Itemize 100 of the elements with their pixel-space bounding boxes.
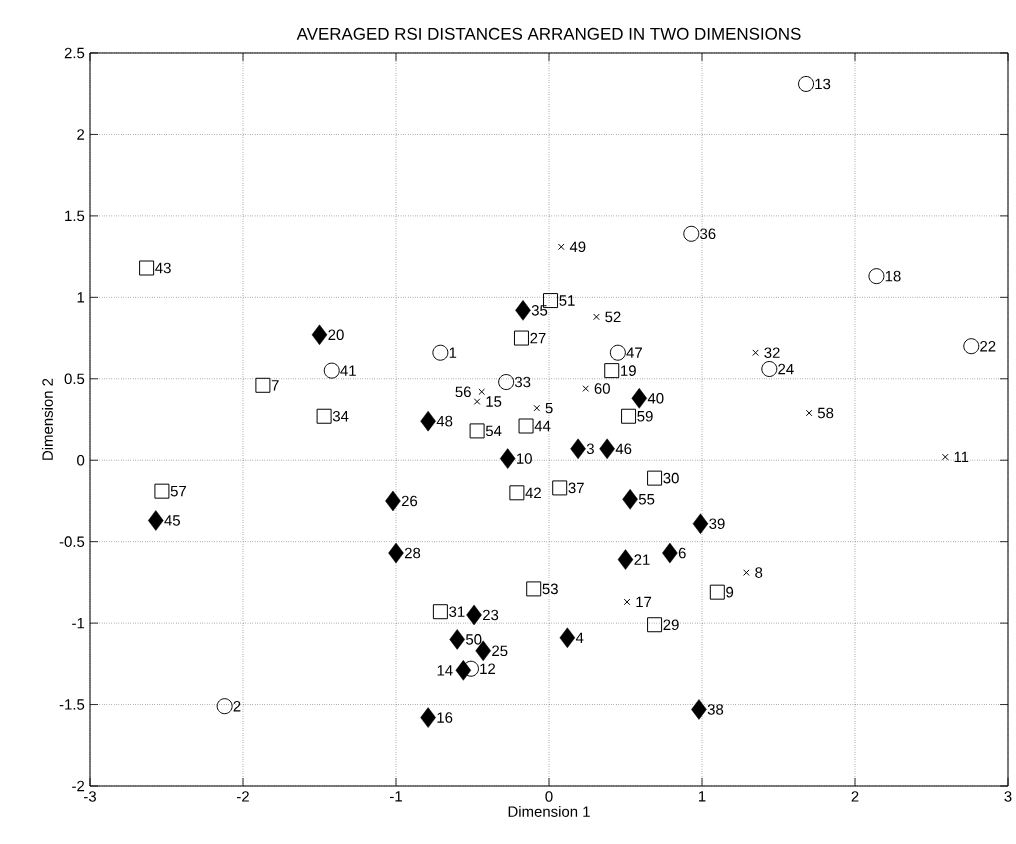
annotation: 35 [531, 305, 548, 316]
point [599, 438, 615, 460]
y-tick-label: -1.5 [59, 699, 85, 710]
y-tick-label: -2 [72, 780, 85, 792]
annotation: 38 [707, 704, 724, 715]
annotation: 13 [815, 78, 831, 90]
point [631, 388, 648, 409]
annotation: 14 [437, 665, 453, 676]
point [432, 344, 449, 361]
annotation: 23 [482, 609, 499, 621]
y-tick-label: 2 [77, 129, 85, 140]
annotation: 43 [155, 262, 171, 274]
point [691, 699, 707, 720]
point [432, 604, 448, 620]
point [311, 324, 328, 346]
point [449, 629, 465, 650]
x-axis-title: Dimension 1 [508, 805, 590, 817]
point [323, 362, 340, 379]
annotation: 45 [164, 515, 180, 526]
annotation: 21 [634, 554, 650, 565]
annotation: 28 [404, 547, 421, 559]
point [466, 604, 482, 626]
point [455, 660, 472, 681]
point [388, 542, 404, 564]
point [216, 698, 233, 715]
point [518, 418, 534, 434]
annotation: 7 [271, 380, 279, 391]
point [963, 338, 980, 355]
annotation: 58 [817, 407, 834, 419]
point [868, 268, 885, 285]
annotation: 3 [586, 443, 594, 455]
point [709, 584, 725, 600]
annotation: 30 [663, 472, 679, 484]
point [662, 542, 678, 564]
point [761, 361, 778, 377]
point [604, 363, 620, 379]
annotation: 6 [678, 547, 686, 559]
x-tick-label: 0 [545, 791, 553, 802]
annotation: 42 [525, 487, 541, 499]
x-tick-label: -1 [390, 791, 402, 802]
annotation: 56 [455, 386, 471, 398]
point [647, 470, 663, 486]
annotation: 40 [647, 393, 664, 404]
point [559, 627, 576, 649]
annotation: 41 [340, 365, 356, 376]
annotation: 9 [726, 586, 734, 598]
annotation: 8 [755, 567, 763, 578]
annotation: 59 [637, 410, 653, 422]
annotation: 17 [636, 596, 652, 608]
annotation: 12 [480, 663, 496, 674]
point [513, 330, 529, 346]
annotation: 48 [436, 415, 453, 427]
point [154, 483, 170, 499]
point [941, 453, 949, 461]
annotation: 34 [332, 410, 349, 422]
point [557, 243, 565, 251]
point [798, 75, 815, 92]
annotation: 15 [486, 396, 502, 407]
annotation: 10 [517, 453, 532, 464]
point [509, 485, 525, 501]
point [805, 409, 813, 417]
point [617, 549, 634, 570]
y-tick-label: 1.5 [65, 210, 85, 222]
annotation: 39 [709, 518, 725, 530]
annotation: 57 [170, 485, 186, 497]
annotation: 54 [485, 425, 502, 437]
annotation: 29 [663, 619, 679, 631]
point [478, 388, 486, 396]
point [515, 300, 531, 321]
point [647, 617, 663, 633]
point [139, 260, 155, 276]
point [683, 225, 700, 242]
point [621, 408, 637, 424]
annotation: 53 [542, 583, 558, 595]
chart-title: AVERAGED RSI DISTANCES ARRANGED IN TWO DIMENSIONS [296, 27, 801, 40]
point [316, 408, 332, 424]
point [533, 404, 541, 412]
x-tick-label: 1 [698, 791, 706, 802]
y-axis-title: Dimension 2 [41, 378, 53, 460]
point [552, 480, 568, 496]
annotation: 22 [980, 340, 996, 352]
annotation: 60 [594, 383, 610, 394]
annotation: 1 [449, 347, 457, 358]
point [622, 489, 638, 510]
annotation: 49 [569, 241, 586, 253]
point [498, 374, 515, 391]
y-tick-label: 0.5 [64, 373, 85, 385]
y-tick-label: 2.5 [64, 47, 85, 59]
annotation: 46 [615, 443, 632, 455]
point [593, 313, 600, 321]
y-tick-label: -0.5 [59, 536, 85, 547]
x-tick-label: 2 [851, 791, 859, 802]
annotation: 52 [605, 311, 621, 323]
point [623, 598, 631, 606]
point [570, 438, 586, 460]
annotation: 55 [638, 494, 655, 505]
x-tick-label: -3 [84, 791, 96, 802]
annotation: 25 [492, 645, 508, 657]
y-tick-label: 1 [77, 292, 85, 303]
point [692, 513, 709, 534]
